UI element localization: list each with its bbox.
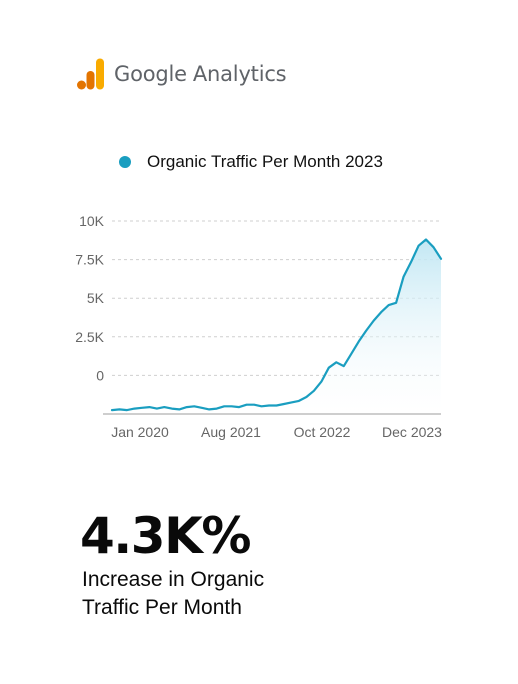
x-tick-label: Dec 2023 [382,424,442,440]
stat-caption: Increase in Organic Traffic Per Month [82,566,382,622]
stat-caption-line: Traffic Per Month [82,596,242,619]
x-tick-label: Oct 2022 [294,424,351,440]
traffic-line [110,238,443,412]
organic-traffic-chart: 10K 7.5K 5K 2.5K 0 Jan 2020 Aug 2021 Oct 2022 D… [75,213,443,440]
y-tick-label: 2.5K [75,329,104,345]
legend-label: Organic Traffic Per Month 2023 [147,152,383,171]
logo-dot [77,80,86,90]
brand-name: Google Analytics [114,62,287,86]
legend-dot [119,156,131,168]
brand-company: Google [114,62,187,86]
stat-value: 4.3K% [80,507,251,565]
y-axis-ticks: 10K 7.5K 5K 2.5K 0 [75,213,104,383]
y-tick-label: 0 [96,367,104,383]
logo-middle-bar [86,71,95,90]
brand-header: Google Analytics [77,58,287,90]
x-tick-label: Aug 2021 [201,424,261,440]
x-axis-ticks: Jan 2020 Aug 2021 Oct 2022 Dec 2023 [111,424,442,440]
google-analytics-logo-icon [77,58,104,90]
y-tick-label: 5K [87,290,105,306]
y-tick-label: 7.5K [75,252,104,268]
grid-lines [112,220,441,376]
x-tick-label: Jan 2020 [111,424,169,440]
stat-caption-line: Increase in Organic [82,568,265,591]
logo-tall-bar [96,58,104,90]
traffic-area [112,239,441,414]
brand-product: Analytics [192,62,287,86]
y-tick-label: 10K [79,213,105,229]
chart-legend: Organic Traffic Per Month 2023 [119,152,383,172]
